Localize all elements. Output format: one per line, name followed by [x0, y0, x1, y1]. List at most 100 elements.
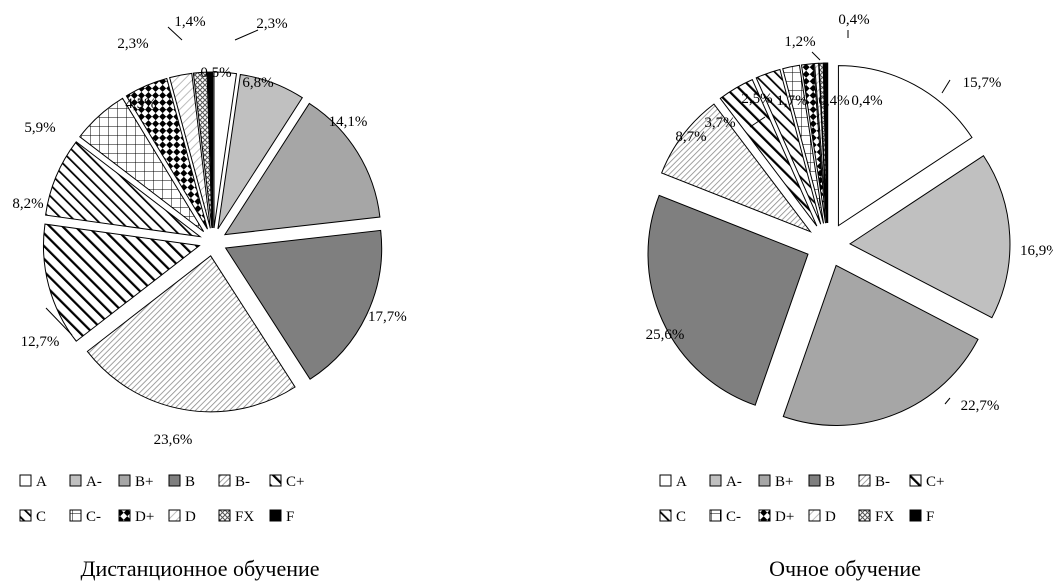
- distance-slice-cminus: [79, 97, 205, 232]
- fulltime-data-label: 1,7%: [776, 93, 807, 109]
- fulltime-legend-label: A-: [726, 474, 742, 490]
- fulltime-slice-cminus: [782, 64, 825, 224]
- fulltime-slice-dplus: [800, 63, 827, 224]
- distance-legend-label: D: [185, 509, 196, 525]
- distance-data-label: 6,8%: [242, 75, 273, 91]
- pie-distance: 2,3% 6,8% 14,1% 17,7% 23,6% 12,7% 8,2% 5,9% 4,5%…: [12, 14, 406, 448]
- fulltime-data-label: 15,7%: [963, 75, 1002, 91]
- distance-data-label: 2,3%: [256, 16, 287, 32]
- fulltime-legend-swatch: [709, 509, 722, 522]
- distance-data-label: 1,4%: [174, 14, 205, 30]
- distance-slice-cplus: [42, 223, 201, 342]
- fulltime-slice-fx: [818, 62, 828, 224]
- fulltime-data-label: 3,7%: [704, 115, 735, 131]
- fulltime-data-label: 22,7%: [961, 398, 1000, 414]
- distance-legend-label: B+: [135, 474, 153, 490]
- distance-legend-label: C+: [286, 474, 304, 490]
- distance-data-label: 2,3%: [117, 36, 148, 52]
- distance-legend-swatch: [19, 474, 32, 487]
- fulltime-slice-a: [837, 65, 973, 227]
- fulltime-slice-cplus: [719, 78, 818, 227]
- fulltime-legend-label: B: [825, 474, 835, 490]
- fulltime-slice-f: [823, 62, 829, 224]
- fulltime-legend-swatch: [858, 509, 871, 522]
- fulltime-legend-label: F: [926, 509, 934, 525]
- distance-legend-swatch: [269, 474, 282, 487]
- fulltime-slice-aminus: [848, 155, 1011, 319]
- fulltime-leader-line: [749, 116, 766, 128]
- fulltime-legend-swatch: [909, 474, 922, 487]
- fulltime-legend-label: B+: [775, 474, 793, 490]
- fulltime-leader-line: [941, 79, 951, 94]
- fulltime-legend-label: A: [676, 474, 687, 490]
- distance-legend-label: C: [36, 509, 46, 525]
- fulltime-data-label: 8,7%: [675, 129, 706, 145]
- distance-legend-label: B-: [235, 474, 250, 490]
- fulltime-slice-bplus: [782, 264, 979, 426]
- distance-data-label: 0,5%: [200, 65, 231, 81]
- fulltime-slice-b: [647, 194, 809, 406]
- distance-legend-swatch: [118, 474, 131, 487]
- distance-data-label: 5,9%: [24, 120, 55, 136]
- distance-legend-swatch: [218, 509, 231, 522]
- distance-legend-swatch: [218, 474, 231, 487]
- caption-distance: Дистанционное обучение: [80, 556, 319, 581]
- distance-leader-line: [167, 26, 183, 41]
- distance-legend-swatch: [168, 474, 181, 487]
- fulltime-data-label: 0,4%: [818, 93, 849, 109]
- distance-legend-swatch: [269, 509, 282, 522]
- fulltime-data-label: 1,2%: [784, 34, 815, 50]
- fulltime-legend-swatch: [758, 474, 771, 487]
- distance-data-label: 14,1%: [329, 114, 368, 130]
- pie-fulltime: 15,7% 16,9% 22,7% 25,6% 8,7%3,7% 2,5%1,7% 1,2%…: [646, 12, 1053, 426]
- fulltime-legend-label: B-: [875, 474, 890, 490]
- caption-fulltime: Очное обучение: [769, 556, 921, 581]
- fulltime-data-label: 0,4%: [851, 93, 882, 109]
- distance-slice-aminus: [217, 73, 304, 230]
- distance-legend-swatch: [19, 509, 32, 522]
- distance-slice-f: [207, 71, 214, 229]
- fulltime-legend-swatch: [808, 474, 821, 487]
- distance-slice-dplus: [125, 77, 208, 230]
- fulltime-leader-line: [944, 397, 951, 405]
- fulltime-legend-label: C-: [726, 509, 741, 525]
- distance-data-label: 8,2%: [12, 196, 43, 212]
- fulltime-leader-line: [811, 51, 821, 61]
- distance-data-label: 23,6%: [154, 432, 193, 448]
- fulltime-slice-c: [755, 68, 822, 225]
- fulltime-slice-d: [814, 62, 828, 224]
- fulltime-slice-bminus: [660, 103, 812, 233]
- fulltime-legend-swatch: [909, 509, 922, 522]
- distance-legend-swatch: [69, 509, 82, 522]
- fulltime-data-label: 2,5%: [741, 91, 772, 107]
- fulltime-legend-label: FX: [875, 509, 894, 525]
- fulltime-legend-swatch: [808, 509, 821, 522]
- legends: A A- B+ B B- C+ C C- D+ D FX F A A- B+ B B- C+ C C- D+ D FX F: [19, 474, 944, 525]
- distance-data-label: 17,7%: [368, 309, 407, 325]
- distance-legend-label: C-: [86, 509, 101, 525]
- distance-data-label: 4,5%: [125, 96, 156, 112]
- fulltime-data-label: 16,9%: [1020, 243, 1053, 259]
- distance-data-label: 12,7%: [21, 334, 60, 350]
- distance-legend-label: B: [185, 474, 195, 490]
- distance-legend-label: F: [286, 509, 294, 525]
- distance-legend-swatch: [168, 509, 181, 522]
- distance-slice-b: [224, 229, 383, 380]
- distance-leader-line: [45, 307, 73, 336]
- fulltime-legend-label: D: [825, 509, 836, 525]
- distance-slice-bplus: [223, 102, 381, 236]
- distance-slice-a: [213, 71, 238, 229]
- fulltime-data-label: 25,6%: [646, 327, 685, 343]
- distance-legend-label: D+: [135, 509, 154, 525]
- distance-leader-line: [234, 29, 259, 41]
- distance-slice-fx: [192, 71, 213, 229]
- distance-legend-label: A: [36, 474, 47, 490]
- distance-legend-swatch: [69, 474, 82, 487]
- fulltime-legend-swatch: [758, 509, 771, 522]
- fulltime-legend-swatch: [709, 474, 722, 487]
- fulltime-legend-label: C+: [926, 474, 944, 490]
- fulltime-legend-swatch: [659, 509, 672, 522]
- fulltime-legend-swatch: [659, 474, 672, 487]
- distance-slice-c: [45, 141, 202, 238]
